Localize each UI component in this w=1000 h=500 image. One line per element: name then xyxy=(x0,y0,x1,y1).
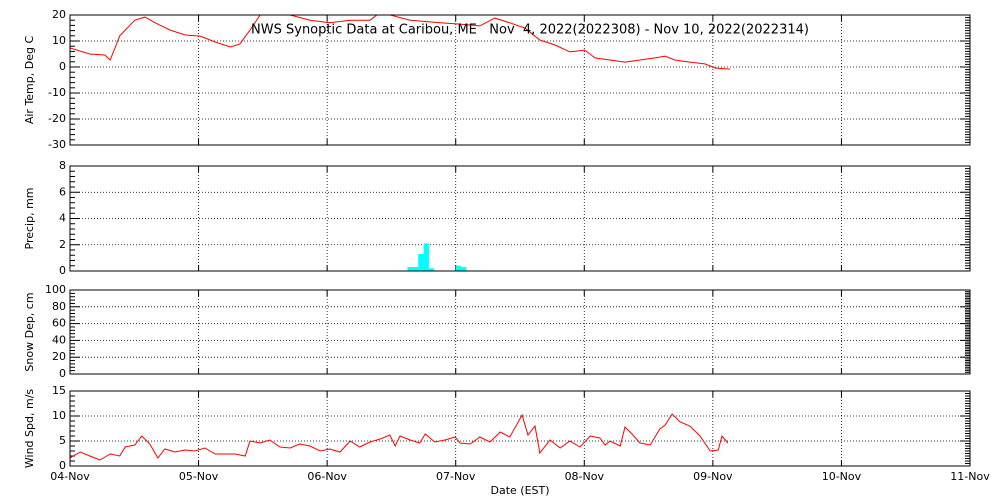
chart-title: NWS Synoptic Data at Caribou, ME Nov 4, … xyxy=(251,23,809,38)
y-axis-label: Precip, mm xyxy=(23,188,36,250)
x-tick-label: 10-Nov xyxy=(822,470,862,483)
x-tick-label: 09-Nov xyxy=(693,470,733,483)
x-tick-label: 07-Nov xyxy=(436,470,476,483)
x-tick-label: 04-Nov xyxy=(50,470,90,483)
bar xyxy=(412,267,419,271)
y-tick-label: 0 xyxy=(59,264,66,277)
y-tick-label: 10 xyxy=(52,34,66,47)
x-tick-label: 06-Nov xyxy=(307,470,347,483)
bar xyxy=(455,265,462,271)
y-tick-label: 0 xyxy=(59,367,66,380)
y-tick-label: 6 xyxy=(59,185,66,198)
bar xyxy=(428,268,435,271)
y-tick-label: 0 xyxy=(59,60,66,73)
y-tick-label: 8 xyxy=(59,159,66,172)
panel-frame xyxy=(69,14,971,146)
y-axis-label: Air Temp, Deg C xyxy=(23,36,36,125)
y-tick-label: -10 xyxy=(48,86,66,99)
x-axis-label: Date (EST) xyxy=(490,484,549,497)
y-tick-label: 60 xyxy=(52,317,66,330)
x-tick-label: 08-Nov xyxy=(565,470,605,483)
y-tick-label: -30 xyxy=(48,138,66,151)
x-tick-label: 11-Nov xyxy=(950,470,990,483)
y-tick-label: -20 xyxy=(48,112,66,125)
data-line xyxy=(70,15,731,70)
y-tick-label: 10 xyxy=(52,409,66,422)
y-tick-label: 4 xyxy=(59,212,66,225)
y-tick-label: 80 xyxy=(52,300,66,313)
y-tick-label: 20 xyxy=(52,350,66,363)
y-tick-label: 2 xyxy=(59,238,66,251)
bar xyxy=(407,267,413,271)
panel-frame xyxy=(69,289,971,375)
y-tick-label: 0 xyxy=(59,459,66,472)
bar xyxy=(461,267,467,271)
x-tick-label: 05-Nov xyxy=(179,470,219,483)
y-tick-label: 5 xyxy=(59,434,66,447)
y-tick-label: 40 xyxy=(52,333,66,346)
y-tick-label: 15 xyxy=(52,384,66,397)
bar xyxy=(418,253,424,271)
panel-frame xyxy=(69,165,971,272)
data-line xyxy=(70,413,729,461)
panel-frame xyxy=(69,390,971,467)
y-axis-label: Snow Dep, cm xyxy=(23,292,36,371)
y-tick-label: 20 xyxy=(52,8,66,21)
bar xyxy=(423,243,429,271)
y-axis-label: Wind Spd, m/s xyxy=(23,389,36,469)
y-tick-label: 100 xyxy=(45,283,66,296)
